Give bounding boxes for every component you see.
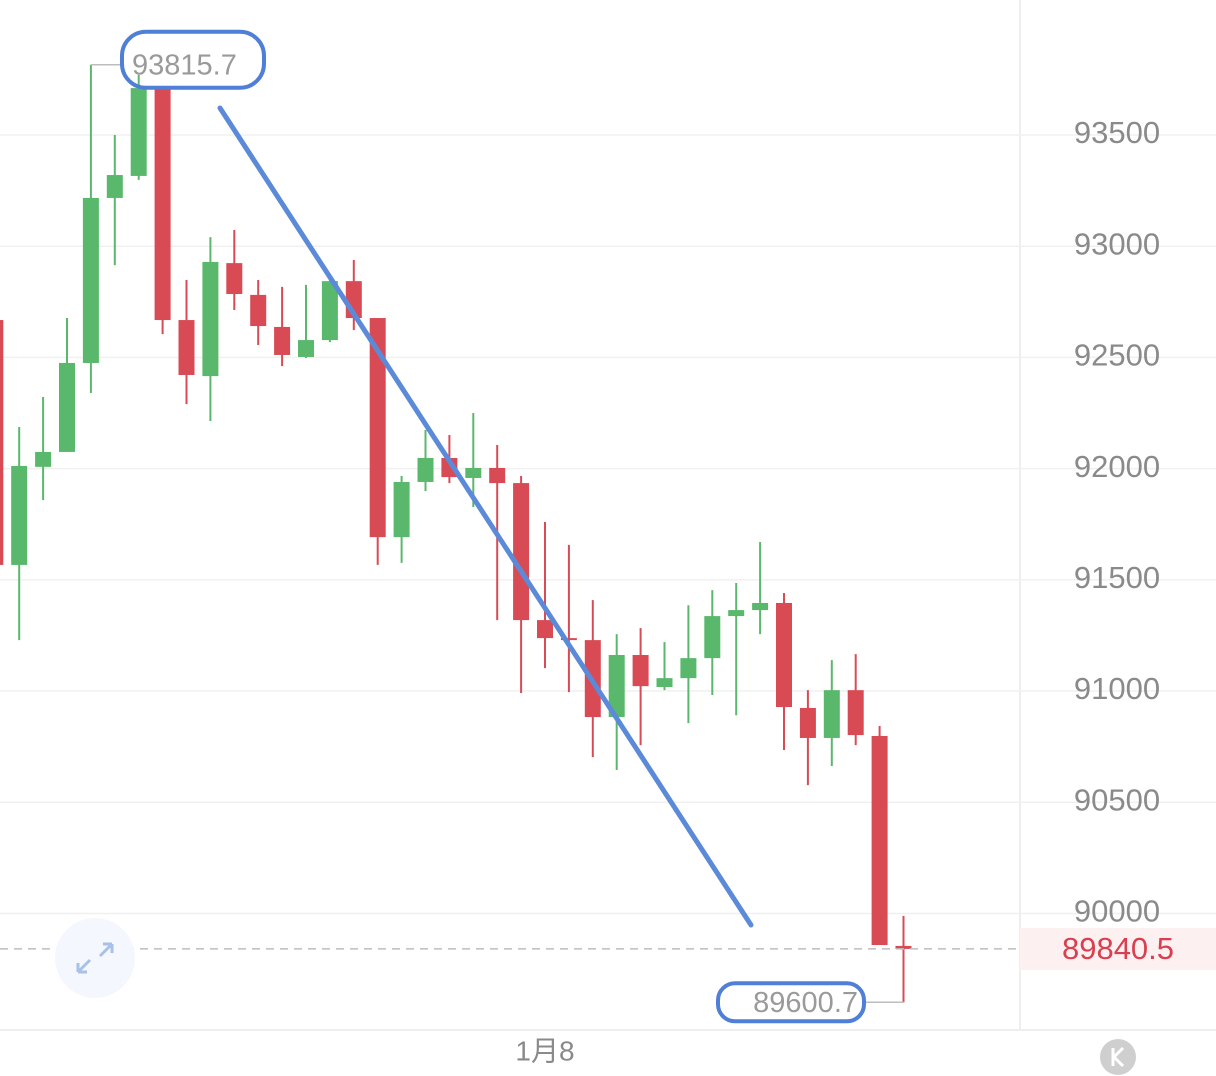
candle-body — [35, 451, 52, 467]
k-button[interactable] — [1100, 1039, 1136, 1075]
candle-body — [465, 467, 482, 478]
last-price-bg — [1020, 927, 1216, 970]
y-tick-label: 91500 — [1074, 560, 1160, 595]
trend-line — [217, 105, 754, 928]
expand-icon — [76, 942, 114, 974]
k-icon — [1111, 1046, 1125, 1068]
y-tick-label: 92500 — [1074, 338, 1160, 373]
candle-body — [608, 655, 625, 718]
last-price-label: 89840.5 — [1062, 931, 1174, 966]
candle-body — [823, 690, 840, 738]
candle-body — [274, 326, 291, 355]
candle-body — [82, 197, 99, 363]
candle-body — [776, 602, 792, 708]
candle-body — [369, 318, 386, 538]
candle-body — [202, 262, 219, 377]
candle-body — [489, 467, 506, 484]
candle-body — [513, 483, 530, 621]
min-highlight — [716, 981, 866, 1024]
max-label: 93815.7 — [132, 49, 237, 81]
candle-body — [680, 658, 697, 679]
candle-body — [728, 610, 745, 617]
candle-body — [130, 88, 147, 176]
candle-body — [106, 175, 123, 198]
y-tick-label: 90000 — [1074, 894, 1160, 929]
candle-body — [752, 602, 769, 611]
candle-body — [847, 690, 864, 736]
candle-body — [895, 945, 912, 949]
candle-body — [704, 616, 721, 659]
candle-body — [0, 320, 4, 565]
candle-body — [11, 465, 28, 565]
candle-body — [656, 678, 673, 688]
candle-body — [560, 638, 577, 641]
y-tick-label: 93500 — [1074, 115, 1160, 150]
candle-body — [178, 320, 195, 375]
candle-body — [250, 294, 267, 327]
expand-button[interactable] — [55, 918, 135, 998]
candle-body — [298, 340, 314, 357]
candles — [0, 64, 912, 1003]
y-tick-label: 93000 — [1074, 226, 1160, 261]
labels: 90000 90500 91000 91500 92000 92500 93000 93500… — [0, 29, 1216, 1066]
y-tick-label: 92000 — [1074, 449, 1160, 484]
candle-body — [393, 481, 410, 538]
y-tick-label: 90500 — [1074, 782, 1160, 817]
grid — [0, 134, 1216, 915]
candle-body — [799, 707, 816, 738]
candle-body — [226, 263, 243, 295]
y-tick-label: 91000 — [1074, 671, 1160, 706]
candle-body — [321, 281, 338, 341]
min-label: 89600.7 — [753, 987, 858, 1019]
candle-body — [154, 88, 171, 321]
candle-body — [537, 620, 553, 639]
candle-body — [417, 457, 434, 482]
candle-body — [59, 362, 75, 452]
max-highlight — [120, 29, 266, 90]
candle-body — [632, 655, 649, 687]
candle-body — [871, 735, 888, 946]
x-tick-label: 1月8 — [515, 1035, 574, 1066]
